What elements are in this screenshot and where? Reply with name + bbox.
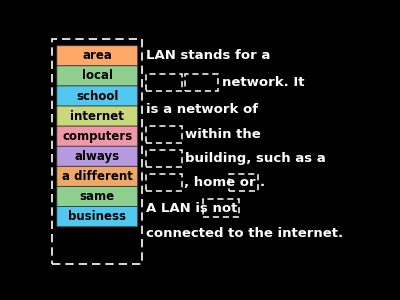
Text: is a network of: is a network of [146,103,258,116]
Text: local: local [82,70,113,83]
Text: computers: computers [62,130,132,143]
FancyBboxPatch shape [57,146,138,166]
Text: A LAN is not: A LAN is not [146,202,242,214]
Text: school: school [76,90,118,103]
Text: same: same [80,190,115,203]
Text: connected to the internet.: connected to the internet. [146,227,343,240]
FancyBboxPatch shape [57,106,138,126]
Text: business: business [68,210,126,223]
FancyBboxPatch shape [57,66,138,86]
FancyBboxPatch shape [57,46,138,66]
FancyBboxPatch shape [57,166,138,187]
FancyBboxPatch shape [57,206,138,227]
FancyBboxPatch shape [57,86,138,106]
Text: network. It: network. It [222,76,304,89]
Text: internet: internet [70,110,124,123]
Text: area: area [82,50,112,62]
Text: , home or: , home or [184,176,256,189]
Text: building, such as a: building, such as a [186,152,326,165]
FancyBboxPatch shape [57,126,138,146]
FancyBboxPatch shape [57,186,138,207]
Text: a different: a different [62,170,133,183]
Text: LAN stands for a: LAN stands for a [146,49,270,62]
Text: .: . [260,176,265,189]
Text: within the: within the [186,128,261,141]
Text: always: always [75,150,120,163]
